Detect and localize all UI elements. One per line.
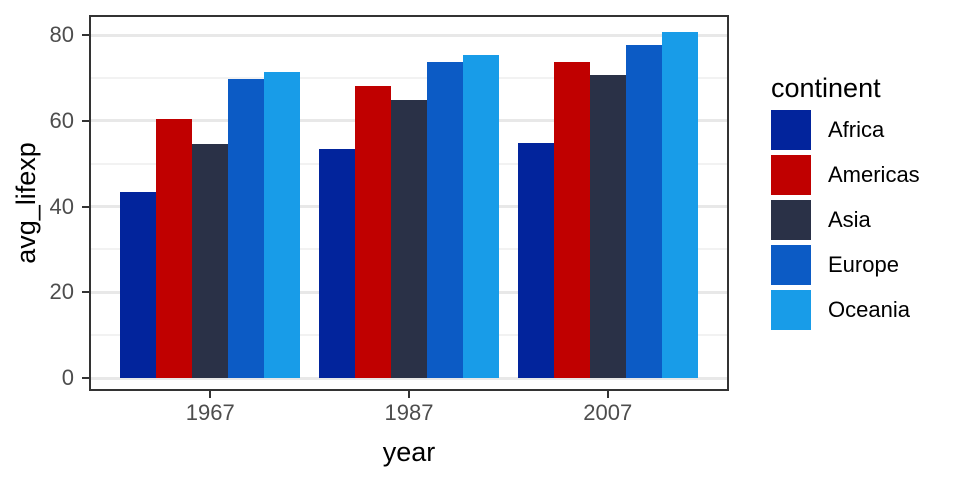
bar-europe-1987 [427, 62, 463, 378]
y-tick-label: 40 [49, 193, 74, 219]
legend-item: Americas [771, 155, 959, 195]
x-tick-label: 1967 [185, 400, 235, 425]
legend-swatch-europe [771, 245, 811, 285]
gridline-major [91, 376, 727, 380]
bar-africa-1967 [120, 192, 157, 378]
legend-label-europe: Europe [828, 252, 899, 277]
x-tick-label: 1987 [384, 400, 434, 425]
bar-oceania-2007 [661, 31, 698, 378]
legend-label-oceania: Oceania [828, 297, 910, 322]
legend-title: continent [771, 73, 881, 103]
gridline-major [91, 33, 727, 37]
legend-item: Africa [771, 110, 959, 150]
y-tick-label: 0 [61, 365, 74, 390]
bar-asia-2007 [589, 74, 626, 378]
bar-africa-2007 [517, 143, 554, 378]
bar-europe-1967 [228, 78, 265, 378]
x-tick-label: 2007 [583, 400, 633, 425]
y-tick-mark [82, 119, 89, 122]
legend-item: Asia [771, 200, 959, 240]
gridline-minor [91, 76, 727, 79]
x-tick-mark [209, 391, 212, 398]
legend-swatch-americas [771, 155, 811, 195]
plot-panel [89, 15, 729, 391]
x-axis-title: year [382, 437, 436, 467]
legend-label-asia: Asia [828, 207, 871, 232]
legend-label-africa: Africa [828, 117, 885, 142]
bar-asia-1987 [391, 99, 427, 378]
y-tick-mark [82, 291, 89, 294]
y-tick-mark [82, 34, 89, 36]
bar-asia-1967 [192, 143, 229, 378]
bar-europe-2007 [625, 45, 662, 378]
y-tick-mark [82, 377, 89, 379]
legend-label-americas: Americas [828, 162, 920, 187]
bar-oceania-1987 [463, 55, 499, 378]
x-tick-mark [408, 391, 410, 398]
legend-swatch-oceania [771, 290, 811, 330]
x-tick-mark [606, 391, 609, 398]
y-tick-mark [82, 205, 89, 208]
bar-americas-1987 [355, 86, 391, 378]
legend-swatch-asia [771, 200, 811, 240]
legend-item: Oceania [771, 290, 959, 330]
bar-oceania-1967 [264, 72, 301, 378]
legend-item: Europe [771, 245, 959, 285]
bar-americas-2007 [553, 62, 590, 378]
bar-americas-1967 [156, 118, 193, 378]
legend-items: Africa Americas Asia Europe Oceania [771, 110, 959, 330]
y-tick-label: 80 [49, 22, 74, 47]
legend-swatch-africa [771, 110, 811, 150]
bar-africa-1987 [319, 149, 355, 378]
legend: continent Africa Americas Asia Europe Oceani… [771, 72, 959, 330]
y-tick-label: 60 [49, 107, 74, 133]
y-tick-label: 20 [49, 279, 74, 305]
